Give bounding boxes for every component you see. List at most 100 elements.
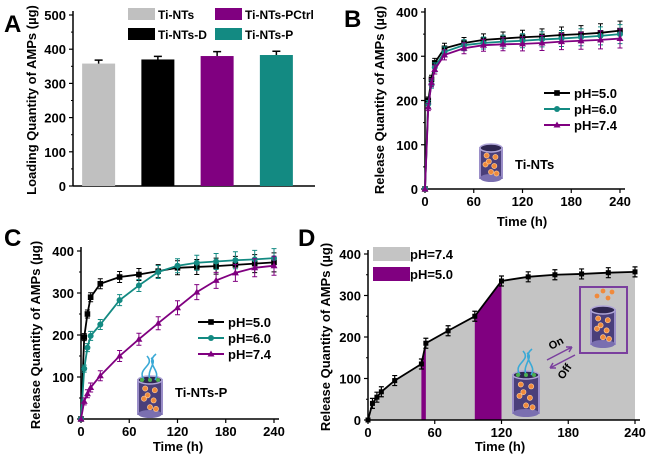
gate-molecule — [148, 378, 152, 382]
data-point — [431, 66, 439, 73]
data-point — [81, 334, 88, 340]
y-tick-label: 400 — [396, 5, 418, 20]
y-axis-title: Release Quantity of AMPs (µg) — [28, 241, 43, 429]
gate-molecule — [140, 378, 144, 382]
legend-swatch — [128, 8, 155, 20]
legend-label: Ti-NTs — [158, 8, 195, 22]
nanoparticle — [144, 392, 151, 399]
panel-C: C 0 100 200 300 400 Release Quantity of AMPs (… — [4, 225, 285, 454]
x-tick-label: 180 — [560, 194, 582, 209]
data-point — [87, 384, 95, 390]
legend-marker — [207, 350, 215, 357]
nanoparticle — [491, 163, 498, 169]
data-point — [423, 340, 429, 346]
nanoparticle — [485, 158, 492, 165]
data-point — [605, 270, 611, 276]
data-point — [577, 37, 585, 44]
data-point — [519, 40, 526, 47]
series-pH=7.4 — [77, 255, 278, 422]
data-point — [87, 294, 94, 300]
x-tick-label: 60 — [122, 424, 136, 439]
y-tick-label: 200 — [52, 328, 74, 343]
data-point — [579, 271, 585, 277]
nanoparticle — [603, 327, 610, 334]
x-tick-label: 240 — [609, 194, 631, 209]
nanoparticle — [600, 334, 606, 341]
data-point — [365, 417, 371, 423]
y-tick-label: 300 — [339, 289, 361, 304]
nanoparticle — [528, 383, 535, 390]
y-tick-label: 300 — [52, 286, 74, 301]
nanotube-top — [590, 305, 616, 315]
nanoparticle — [142, 385, 149, 392]
nanoparticle — [153, 405, 159, 412]
y-tick-label: 200 — [339, 330, 361, 345]
panel-B: B 0 100 200 300 400 Release Quantity of AMPs (… — [344, 5, 631, 229]
y-tick-label: 0 — [354, 413, 361, 428]
x-tick-label: 120 — [167, 424, 189, 439]
nanoparticle — [520, 389, 527, 395]
off-arrow — [549, 354, 576, 369]
x-tick-label: 0 — [77, 424, 84, 439]
legend-marker — [553, 121, 561, 128]
x-tick-label: 60 — [428, 425, 442, 440]
data-point — [213, 258, 220, 265]
data-point — [97, 321, 104, 328]
data-point — [480, 41, 487, 48]
legend-swatch — [215, 28, 242, 40]
data-point — [83, 390, 91, 397]
legend-marker — [208, 319, 214, 325]
legend-label: pH=7.4 — [410, 247, 454, 262]
released-particle — [594, 293, 600, 299]
legend-swatch — [128, 28, 155, 40]
nanoparticle — [606, 335, 612, 342]
bar-Ti-NTs — [82, 63, 116, 187]
data-point — [378, 389, 384, 395]
data-point — [231, 269, 239, 276]
bar-Ti-NTs-P — [259, 55, 293, 186]
y-tick-label: 200 — [44, 111, 66, 126]
legend-label: pH=5.0 — [574, 86, 617, 101]
nanoparticle — [483, 152, 490, 159]
y-tick-label: 100 — [339, 372, 361, 387]
data-point — [232, 257, 239, 264]
data-point — [445, 328, 451, 334]
data-point — [616, 35, 624, 42]
data-point — [472, 313, 478, 319]
panel-label: D — [298, 225, 315, 252]
legend-swatch — [215, 8, 242, 20]
data-point — [392, 378, 398, 384]
panel-label: B — [344, 6, 361, 33]
nanoparticle — [529, 404, 536, 411]
legend-marker — [554, 90, 560, 96]
data-point — [155, 269, 162, 275]
legend-label: pH=6.0 — [574, 102, 617, 117]
released-particle — [609, 289, 615, 295]
error-bar — [213, 50, 222, 57]
data-point — [84, 311, 91, 317]
nanoparticle — [141, 395, 147, 402]
error-bar — [272, 50, 281, 56]
nanoparticle — [493, 170, 500, 177]
data-point — [174, 304, 181, 311]
nanoparticle — [492, 154, 499, 160]
x-tick-label: 120 — [512, 194, 534, 209]
data-point — [212, 276, 220, 283]
data-point — [424, 103, 432, 110]
x-tick-label: 120 — [491, 425, 513, 440]
annotation-label: Ti-NTs-P — [175, 385, 228, 400]
data-point — [135, 335, 143, 342]
x-tick-label: 0 — [421, 194, 428, 209]
nanoparticle — [523, 402, 529, 409]
nanoparticle — [527, 394, 533, 401]
y-tick-label: 100 — [44, 145, 66, 160]
error-bar — [153, 55, 162, 60]
y-axis-title: Loading Quantity of AMPs (µg) — [24, 5, 39, 195]
nanoparticle — [597, 322, 604, 329]
data-point — [597, 36, 604, 43]
data-point — [116, 352, 124, 359]
legend-label: Ti-NTs-D — [158, 28, 207, 42]
data-point — [418, 361, 424, 367]
data-point — [77, 415, 85, 422]
x-axis-title: Time (h) — [153, 439, 203, 454]
